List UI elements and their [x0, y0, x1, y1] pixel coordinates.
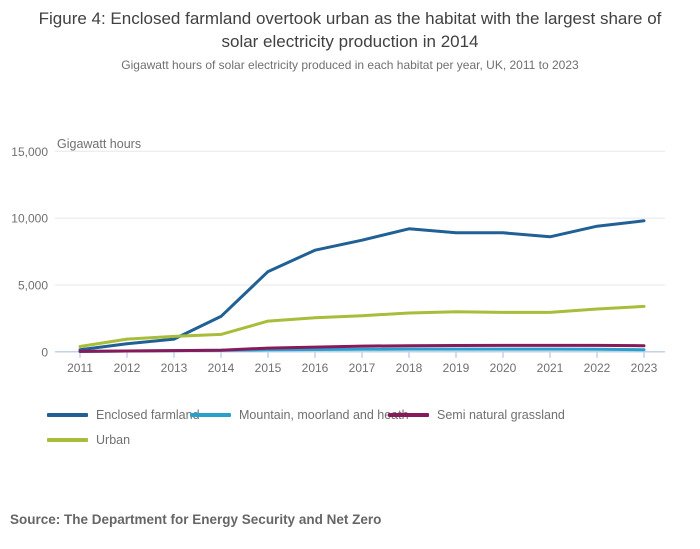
enclosed-farmland-swatch	[47, 413, 88, 417]
x-tick-label: 2012	[114, 361, 141, 375]
legend-label: Mountain, moorland and heath	[239, 408, 409, 422]
legend-label: Urban	[96, 433, 131, 447]
x-tick-label: 2022	[584, 361, 611, 375]
x-tick-label: 2018	[396, 361, 423, 375]
series-line-enclosed-farmland	[78, 219, 646, 352]
x-tick-label: 2020	[490, 361, 517, 375]
y-tick-label: 0	[41, 345, 48, 359]
series-line-urban	[78, 304, 646, 348]
x-tick-label: 2011	[67, 361, 93, 375]
series-line-semi-natural-grassland	[78, 343, 646, 353]
legend-item-urban: Urban	[47, 431, 130, 449]
figure-title: Figure 4: Enclosed farmland overtook urb…	[38, 9, 662, 51]
x-tick-label: 2021	[537, 361, 564, 375]
legend-item-mountain-moorland-heath: Mountain, moorland and heath	[190, 406, 409, 424]
x-tick-label: 2019	[443, 361, 470, 375]
urban-swatch	[47, 438, 88, 442]
legend-label: Enclosed farmland	[96, 408, 200, 422]
legend: Enclosed farmland Mountain, moorland and…	[0, 404, 700, 456]
line-chart: Gigawatt hours 0 5,000 10,000 15,000 2011 2012…	[11, 137, 665, 375]
y-tick-label: 10,000	[11, 212, 48, 226]
mountain-moorland-heath-swatch	[190, 413, 231, 417]
figure-subtitle: Gigawatt hours of solar electricity prod…	[121, 58, 579, 72]
legend-label: Semi natural grassland	[437, 408, 565, 422]
chart-area: Gigawatt hours 0 5,000 10,000 15,000 2011 2012…	[0, 130, 700, 400]
legend-item-enclosed-farmland: Enclosed farmland	[47, 406, 200, 424]
x-tick-label: 2023	[631, 361, 658, 375]
semi-natural-grassland-swatch	[388, 413, 429, 417]
x-tick-label: 2014	[208, 361, 235, 375]
x-tick-label: 2015	[255, 361, 282, 375]
legend-item-semi-natural-grassland: Semi natural grassland	[388, 406, 565, 424]
y-tick-label: 15,000	[11, 145, 48, 159]
y-axis-unit-label: Gigawatt hours	[57, 137, 141, 151]
x-tick-label: 2013	[161, 361, 188, 375]
source-note: Source: The Department for Energy Securi…	[10, 512, 382, 527]
x-tick-label: 2017	[349, 361, 376, 375]
x-tick-label: 2016	[302, 361, 329, 375]
y-tick-label: 5,000	[18, 278, 48, 292]
